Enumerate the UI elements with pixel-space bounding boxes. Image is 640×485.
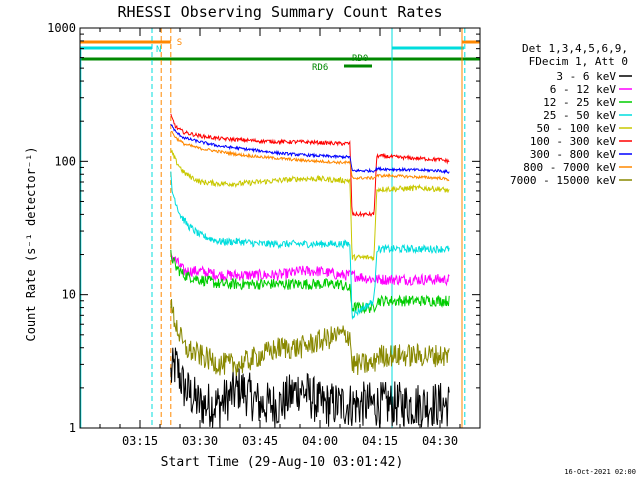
legend-header-line-2: FDecim 1, Att 0	[529, 55, 628, 68]
series-line-7000-15000-kev	[170, 298, 450, 376]
series-line-25-50-kev	[170, 171, 450, 320]
x-tick-label: 04:00	[302, 434, 338, 448]
series-line-50-100-kev	[170, 149, 450, 262]
series-line-800-7000-kev	[170, 130, 450, 182]
series-line-300-800-kev	[170, 123, 450, 175]
series-line-100-300-kev	[170, 113, 450, 218]
legend-label: 7000 - 15000 keV	[510, 174, 616, 187]
series-line-6-12-kev	[170, 250, 450, 287]
x-tick-label: 04:30	[422, 434, 458, 448]
chart-detail-layer	[80, 28, 480, 428]
legend-label: 3 - 6 keV	[556, 70, 616, 83]
annotation-label-rd0: RD0	[352, 54, 368, 64]
legend-label: 800 - 7000 keV	[523, 161, 616, 174]
annotation-label-s: S	[177, 38, 182, 48]
legend-label: 6 - 12 keV	[550, 83, 617, 96]
y-tick-label: 100	[54, 154, 76, 168]
series-line-3-6-kev	[170, 347, 450, 428]
x-tick-label: 03:30	[182, 434, 218, 448]
chart-axis-layer: 1 10 100 1000 03:15 03:30 03:45 04:00 04:15 04:30	[47, 21, 481, 448]
y-axis-label: Count Rate (s⁻¹ detector⁻¹)	[24, 146, 38, 341]
chart-series-layer	[170, 113, 450, 428]
chart-annotation-layer: S N RD0 RD6	[156, 38, 368, 73]
legend-label: 100 - 300 keV	[530, 135, 616, 148]
x-axis-label: Start Time (29-Aug-10 03:01:42)	[161, 455, 404, 470]
legend-label: 12 - 25 keV	[543, 96, 616, 109]
y-tick-label: 1	[69, 421, 76, 435]
x-tick-label: 04:15	[362, 434, 398, 448]
annotation-label-rd6: RD6	[312, 63, 328, 73]
x-tick-label: 03:45	[242, 434, 278, 448]
x-tick-label: 03:15	[122, 434, 158, 448]
legend-label: 50 - 100 keV	[537, 122, 617, 135]
annotation-label-n: N	[156, 45, 161, 55]
legend-label: 25 - 50 keV	[543, 109, 616, 122]
legend-label: 300 - 800 keV	[530, 148, 616, 161]
y-tick-label: 10	[62, 288, 76, 302]
footer-timestamp: 16-Oct-2021 02:00	[564, 468, 636, 476]
series-line-12-25-kev	[170, 249, 450, 315]
chart-title: RHESSI Observing Summary Count Rates	[117, 3, 442, 21]
y-tick-label: 1000	[47, 21, 76, 35]
legend-header-line-1: Det 1,3,4,5,6,9,	[522, 42, 628, 55]
